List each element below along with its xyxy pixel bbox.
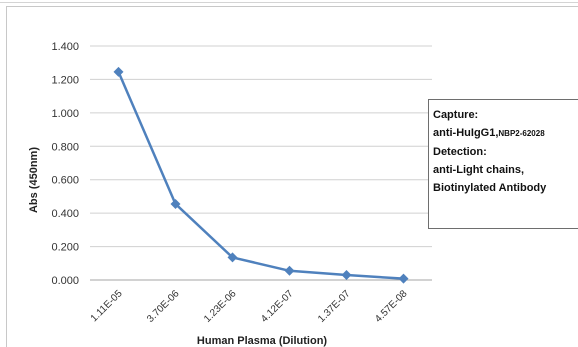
data-point-marker — [398, 273, 409, 284]
annotation-capture-antibody: anti-HuIgG1,NBP2-62028 — [433, 124, 578, 143]
x-tick-labels: 1.11E-05 3.70E-06 1.23E-06 4.12E-07 1.37E-07… — [89, 288, 410, 325]
series-line — [113, 66, 409, 284]
y-tick-label: 0.800 — [51, 141, 79, 153]
annotation-detection-antibody: anti-Light chains, — [433, 164, 525, 176]
y-tick-label: 0.000 — [51, 275, 79, 287]
gridlines — [90, 45, 432, 281]
y-tick-label: 0.600 — [51, 175, 79, 187]
x-tick-label: 4.57E-08 — [373, 288, 410, 325]
y-tick-label: 1.000 — [51, 108, 79, 120]
y-tick-label: 1.400 — [51, 41, 79, 53]
annotation-capture-heading: Capture: — [433, 109, 479, 121]
data-point-marker — [113, 66, 124, 77]
x-tick-label: 4.12E-07 — [259, 288, 296, 325]
data-point-marker — [170, 198, 181, 209]
annotation-catalog-number: NBP2-62028 — [498, 129, 545, 138]
series-polyline — [117, 71, 404, 280]
x-tick-label: 1.23E-06 — [202, 288, 239, 325]
data-point-marker — [341, 269, 352, 280]
annotation-detection-heading: Detection: — [433, 146, 487, 158]
data-point-marker — [227, 252, 238, 263]
assay-annotation-box: Capture: anti-HuIgG1,NBP2-62028 Detectio… — [428, 99, 578, 229]
y-axis-title: Abs (450nm) — [28, 147, 40, 213]
x-tick-label: 1.11E-05 — [89, 288, 125, 324]
annotation-detection-type: Biotinylated Antibody — [433, 182, 547, 194]
y-tick-labels: 0.000 0.200 0.400 0.600 0.800 1.000 1.200 1.400 — [51, 41, 79, 287]
y-tick-label: 0.400 — [51, 208, 79, 220]
data-point-marker — [284, 265, 295, 276]
y-tick-label: 0.200 — [51, 242, 79, 254]
top-rule — [0, 2, 578, 3]
y-tick-label: 1.200 — [51, 74, 79, 86]
x-axis-title: Human Plasma (Dilution) — [197, 335, 328, 347]
annotation-capture-main: anti-HuIgG1, — [433, 127, 499, 139]
x-tick-label: 1.37E-07 — [316, 288, 353, 325]
x-tick-label: 3.70E-06 — [145, 288, 182, 325]
